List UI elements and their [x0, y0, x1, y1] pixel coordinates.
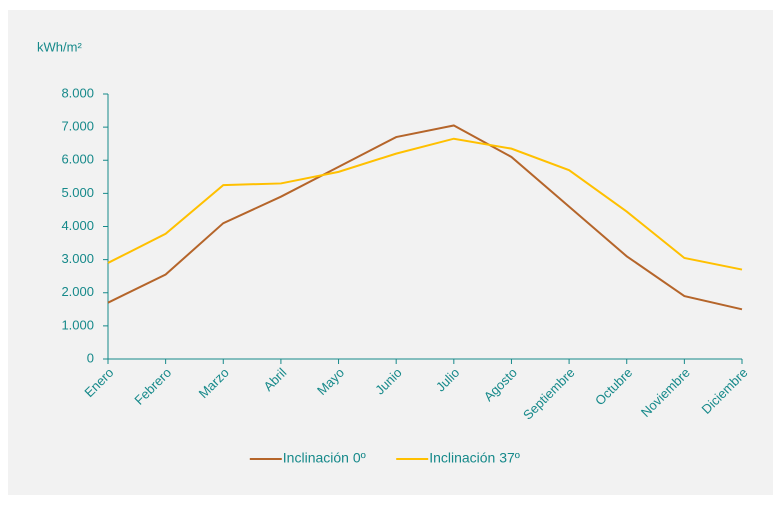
series-line [107, 124, 743, 311]
legend-label: Inclinación 0º [283, 450, 366, 466]
y-tick-label: 6.000 [61, 152, 94, 167]
y-tick-label: 1.000 [61, 317, 94, 332]
y-tick-label: 0 [87, 350, 94, 365]
series-line [107, 137, 743, 271]
y-tick-label: 8.000 [61, 85, 94, 100]
y-tick-label: 5.000 [61, 185, 94, 200]
y-tick-label: 4.000 [61, 218, 94, 233]
y-tick-label: 2.000 [61, 284, 94, 299]
y-tick-label: 7.000 [61, 119, 94, 134]
chart-background [8, 10, 773, 495]
y-tick-label: 3.000 [61, 251, 94, 266]
legend-label: Inclinación 37º [429, 450, 520, 466]
y-axis-label: kWh/m² [37, 39, 82, 54]
